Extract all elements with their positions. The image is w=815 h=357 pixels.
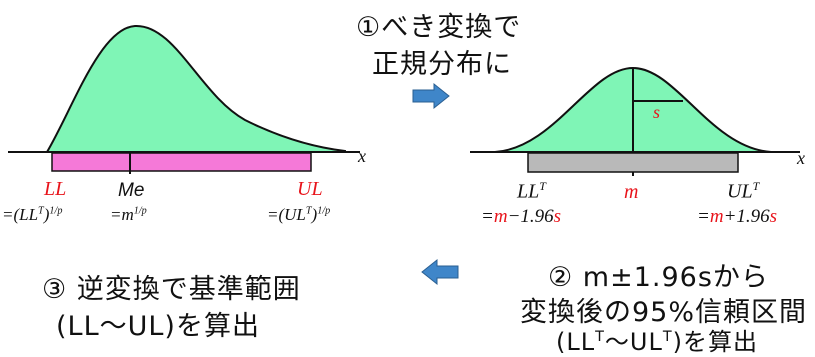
step3-line2: (LL〜UL)を算出	[56, 311, 260, 342]
step2-line3: (LLT〜ULT)を算出	[556, 328, 759, 356]
step3-line1: ③ 逆変換で基準範囲	[42, 274, 301, 305]
step1-line1: ①べき変換で	[356, 12, 522, 43]
ult-label: ULT	[727, 179, 760, 203]
left-x-label: x	[358, 146, 366, 166]
ll-formula: =(LLT)1/p	[2, 205, 63, 224]
ult-formula: =m+1.96s	[697, 206, 778, 227]
me-formula: =m1/p	[110, 205, 147, 224]
step2-line1: ② m±1.96sから	[548, 262, 769, 293]
me-label: Me	[118, 180, 145, 201]
llt-formula: =m−1.96s	[481, 206, 562, 227]
m-label: m	[624, 181, 639, 203]
llt-label: LLT	[517, 179, 546, 203]
ll-label: LL	[44, 178, 67, 200]
transformed-interval-bar	[527, 152, 739, 173]
left-arrow-icon	[421, 258, 459, 286]
skewed-distribution-curve	[45, 24, 346, 153]
step2-line2: 変換後の95%信頼区間	[520, 297, 808, 328]
ul-formula: =(ULT)1/p	[267, 205, 331, 224]
left-reference-range-bar	[51, 152, 312, 172]
step1-line2: 正規分布に	[372, 49, 512, 80]
s-label: s	[653, 102, 661, 122]
ul-label: UL	[297, 178, 323, 200]
right-x-label: x	[797, 148, 805, 168]
right-arrow-icon	[412, 82, 450, 110]
